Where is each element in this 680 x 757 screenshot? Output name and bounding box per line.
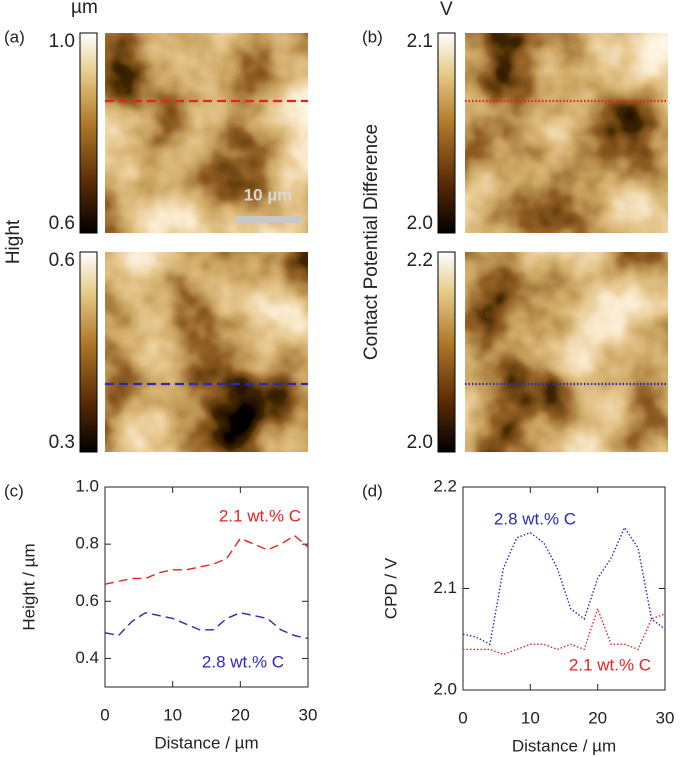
panel-label: (a)	[4, 27, 25, 46]
colorbar-tick-label: 1.0	[49, 31, 75, 52]
x-tick-label: 30	[299, 705, 318, 724]
afm-image	[465, 252, 668, 452]
profile-series	[463, 606, 666, 656]
x-tick-label: 10	[521, 708, 540, 727]
scale-bar-label: 10 µm	[244, 185, 293, 204]
panel-label: (b)	[362, 27, 383, 46]
x-tick-label: 30	[656, 708, 675, 727]
colorbar	[79, 32, 98, 234]
afm-image	[105, 33, 308, 233]
colorbar	[437, 32, 456, 234]
colorbar-tick-label: 2.2	[407, 250, 433, 271]
colorbar-label: Hight	[3, 219, 24, 264]
colorbar-tick-label: 2.0	[407, 213, 433, 234]
series-label: 2.8 wt.% C	[202, 652, 284, 671]
y-axis-label: Height / µm	[19, 543, 38, 630]
y-tick-label: 1.0	[75, 476, 99, 495]
y-tick-label: 0.6	[75, 591, 99, 610]
colorbar-tick-label: 0.6	[49, 250, 75, 271]
profile-series	[104, 534, 309, 585]
afm-image	[465, 33, 668, 233]
colorbar-tick-label: 0.3	[49, 432, 75, 453]
series-label: 2.1 wt.% C	[219, 506, 301, 525]
colorbar-label: Contact Potential Difference	[361, 124, 382, 360]
y-tick-label: 2.1	[433, 578, 457, 597]
colorbar-tick-label: 2.0	[407, 432, 433, 453]
colorbar	[79, 251, 98, 453]
panel-label: (d)	[362, 481, 383, 500]
x-tick-label: 20	[231, 705, 250, 724]
series-label: 2.8 wt.% C	[494, 509, 576, 528]
colorbar	[437, 251, 456, 453]
afm-image	[105, 252, 308, 452]
panel-label: (c)	[4, 481, 24, 500]
plot-frame	[104, 486, 309, 688]
y-tick-label: 0.8	[75, 534, 99, 553]
profile-series	[104, 611, 309, 640]
y-tick-label: 0.4	[75, 648, 99, 667]
x-tick-label: 0	[458, 708, 467, 727]
profile-series	[462, 526, 666, 646]
colorbar-unit: µm	[71, 0, 98, 18]
scale-bar	[235, 216, 302, 223]
x-tick-label: 20	[588, 708, 607, 727]
colorbar-unit: V	[440, 0, 453, 20]
x-tick-label: 10	[163, 705, 182, 724]
x-axis-label: Distance / µm	[512, 736, 616, 755]
x-tick-label: 0	[100, 705, 109, 724]
colorbar-tick-label: 2.1	[407, 31, 433, 52]
series-label: 2.1 wt.% C	[569, 655, 651, 674]
y-tick-label: 2.2	[433, 476, 457, 495]
y-tick-label: 2.0	[433, 679, 457, 698]
y-axis-label: CPD / V	[381, 557, 400, 619]
colorbar-tick-label: 0.6	[49, 213, 75, 234]
x-axis-label: Distance / µm	[154, 733, 258, 752]
